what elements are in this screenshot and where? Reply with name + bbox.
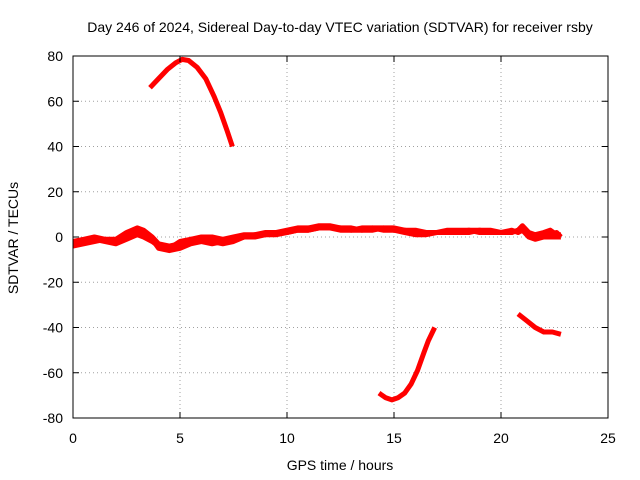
y-tick-label: -60 xyxy=(43,365,63,381)
x-tick-label: 15 xyxy=(386,430,402,446)
y-tick-label: -80 xyxy=(43,410,63,426)
grid xyxy=(73,56,608,418)
x-tick-label: 0 xyxy=(69,430,77,446)
y-tick-label: 80 xyxy=(47,48,63,64)
chart-title: Day 246 of 2024, Sidereal Day-to-day VTE… xyxy=(87,19,593,35)
series-main-band-c xyxy=(72,225,563,251)
y-tick-label: 20 xyxy=(47,184,63,200)
x-tick-label: 5 xyxy=(176,430,184,446)
x-tick-label: 20 xyxy=(493,430,509,446)
series-arc-trough xyxy=(377,326,437,403)
x-axis-label: GPS time / hours xyxy=(287,457,394,473)
series-arc-late xyxy=(516,311,562,337)
y-tick-label: 40 xyxy=(47,139,63,155)
y-axis-label: SDTVAR / TECUs xyxy=(5,182,21,294)
x-tick-label: 10 xyxy=(279,430,295,446)
axis-ticks: 0 5 10 15 20 25 -80 -60 -40 -20 0 20 40 60 80 xyxy=(43,48,616,446)
y-tick-label: -20 xyxy=(43,274,63,290)
y-tick-label: -40 xyxy=(43,320,63,336)
y-tick-label: 60 xyxy=(47,93,63,109)
series-group xyxy=(72,56,563,403)
y-tick-label: 0 xyxy=(55,229,63,245)
x-tick-label: 25 xyxy=(600,430,616,446)
series-arc-peak xyxy=(148,56,235,148)
